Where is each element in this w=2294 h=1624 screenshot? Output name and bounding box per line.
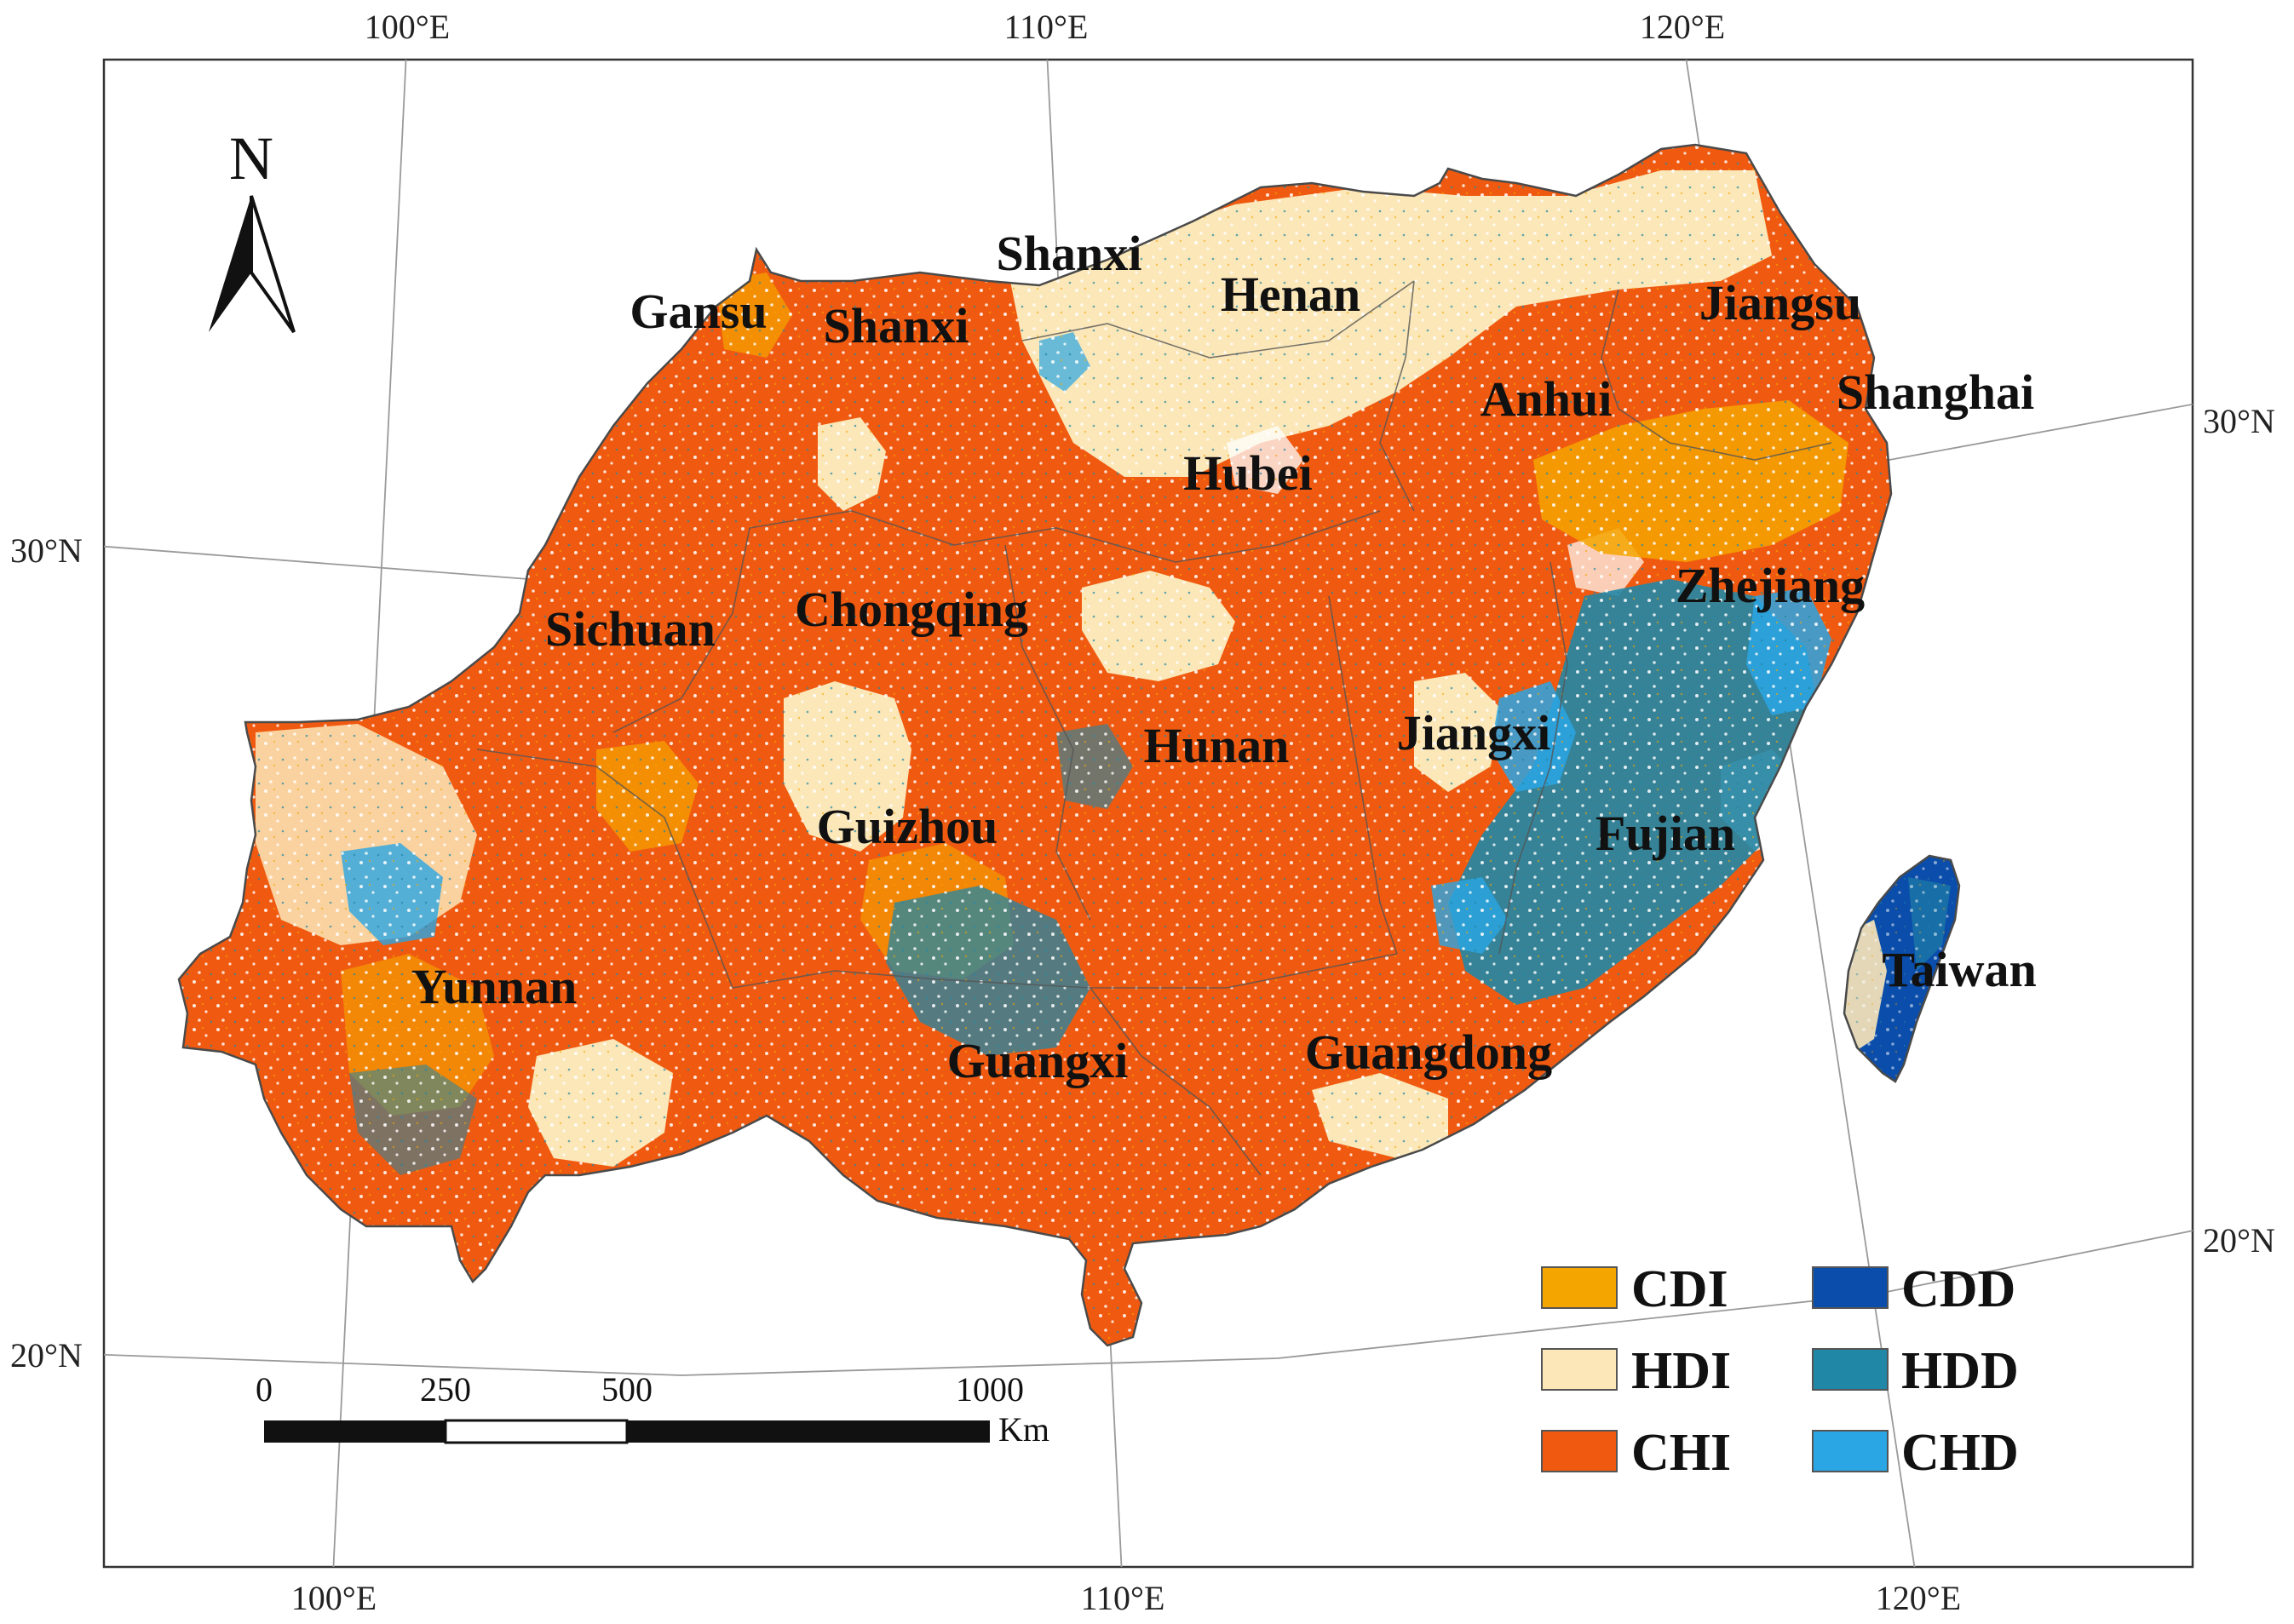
scale-tick-label: 1000 (956, 1370, 1024, 1409)
left-label-20n: 20°N (10, 1336, 83, 1374)
legend-item-chi: CHI (1541, 1424, 1731, 1482)
province-label: Zhejiang (1676, 558, 1865, 613)
right-label-30n: 30°N (2203, 402, 2275, 440)
boundary-yunnan-guizhou (476, 749, 733, 989)
parallel-20n (104, 1230, 2193, 1376)
legend-label-chi: CHI (1631, 1424, 1731, 1482)
boundary-henan-south (1021, 280, 1415, 359)
province-label: Shanghai (1837, 364, 2034, 420)
boundary-hubei-south (749, 510, 1381, 563)
province-label: Gansu (630, 284, 767, 339)
province-label: Jiangsu (1699, 275, 1861, 330)
boundary-jiangsu-anhui (1601, 289, 1670, 444)
legend-label-cdd: CDD (1901, 1260, 2015, 1318)
bottom-label-110e: 110°E (1081, 1579, 1165, 1617)
province-label: Guangdong (1305, 1024, 1552, 1080)
boundary-hunan-jiangxi (1328, 595, 1398, 955)
province-label: Sichuan (545, 601, 716, 657)
legend-swatch-hdd (1812, 1348, 1889, 1391)
legend: CDI CDD HDI HDD CHI CHD (1541, 1260, 2019, 1482)
legend-swatch-chi (1541, 1430, 1618, 1472)
province-label: Hubei (1183, 445, 1313, 501)
province-label: Jiangxi (1397, 705, 1551, 760)
boundary-zhejiang-north (1669, 442, 1832, 461)
legend-swatch-cdi (1541, 1266, 1618, 1309)
north-arrow-label: N (229, 124, 273, 192)
province-label: Anhui (1480, 371, 1613, 427)
legend-label-cdi: CDI (1631, 1260, 1728, 1318)
legend-item-cdd: CDD (1812, 1260, 2015, 1318)
scale-segment (444, 1419, 629, 1444)
province-label: Yunnan (411, 959, 578, 1014)
left-label-30n: 30°N (10, 531, 83, 570)
boundary-guangxi-guangdong (1090, 987, 1262, 1176)
province-label: Hunan (1144, 718, 1290, 773)
province-labels: Shanxi Gansu Shanxi Henan Jiangsu Shangh… (411, 226, 2037, 1088)
legend-swatch-cdd (1812, 1266, 1889, 1309)
boundary-anhui-west (1379, 280, 1415, 512)
legend-item-chd: CHD (1812, 1424, 2019, 1482)
province-label: Shanxi (824, 298, 969, 353)
boundary-guangxi-north (732, 953, 1398, 989)
province-label: Taiwan (1882, 942, 2037, 997)
legend-item-hdd: HDD (1812, 1342, 2019, 1400)
boundary-guizhou-hunan (1004, 544, 1091, 921)
legend-label-chd: CHD (1901, 1424, 2019, 1482)
graticule-labels: 100°E 110°E 120°E 100°E 110°E 120°E 30°N… (10, 8, 2275, 1617)
scale-segment (627, 1420, 990, 1443)
scale-bar: 0 250 500 1000 Km (256, 1370, 1049, 1449)
legend-label-hdi: HDI (1631, 1342, 1731, 1400)
scale-tick-label: 0 (256, 1370, 273, 1409)
province-label: Henan (1221, 267, 1360, 322)
legend-swatch-chd (1812, 1430, 1889, 1472)
scale-tick-label: 250 (420, 1370, 471, 1409)
north-arrow: N (209, 124, 296, 334)
top-label-120e: 120°E (1640, 8, 1725, 46)
province-label: Guangxi (947, 1033, 1129, 1088)
north-arrow-icon (209, 196, 251, 332)
legend-label-hdd: HDD (1901, 1342, 2019, 1400)
province-label: Chongqing (795, 582, 1028, 637)
boundary-sichuan-chongqing (612, 527, 750, 733)
top-label-100e: 100°E (365, 8, 450, 46)
scale-tick-label: 500 (601, 1370, 653, 1409)
boundary-jiangxi-fujian (1498, 561, 1568, 955)
province-label: Fujian (1595, 806, 1735, 861)
legend-item-hdi: HDI (1541, 1342, 1731, 1400)
top-label-110e: 110°E (1004, 8, 1089, 46)
province-label: Guizhou (817, 799, 998, 854)
scale-unit: Km (998, 1410, 1049, 1449)
scale-segment (264, 1420, 446, 1443)
bottom-label-100e: 100°E (291, 1579, 377, 1617)
right-label-20n: 20°N (2203, 1221, 2275, 1260)
legend-swatch-hdi (1541, 1348, 1618, 1391)
legend-item-cdi: CDI (1541, 1260, 1728, 1318)
province-label: Shanxi (997, 226, 1142, 281)
bottom-label-120e: 120°E (1876, 1579, 1961, 1617)
